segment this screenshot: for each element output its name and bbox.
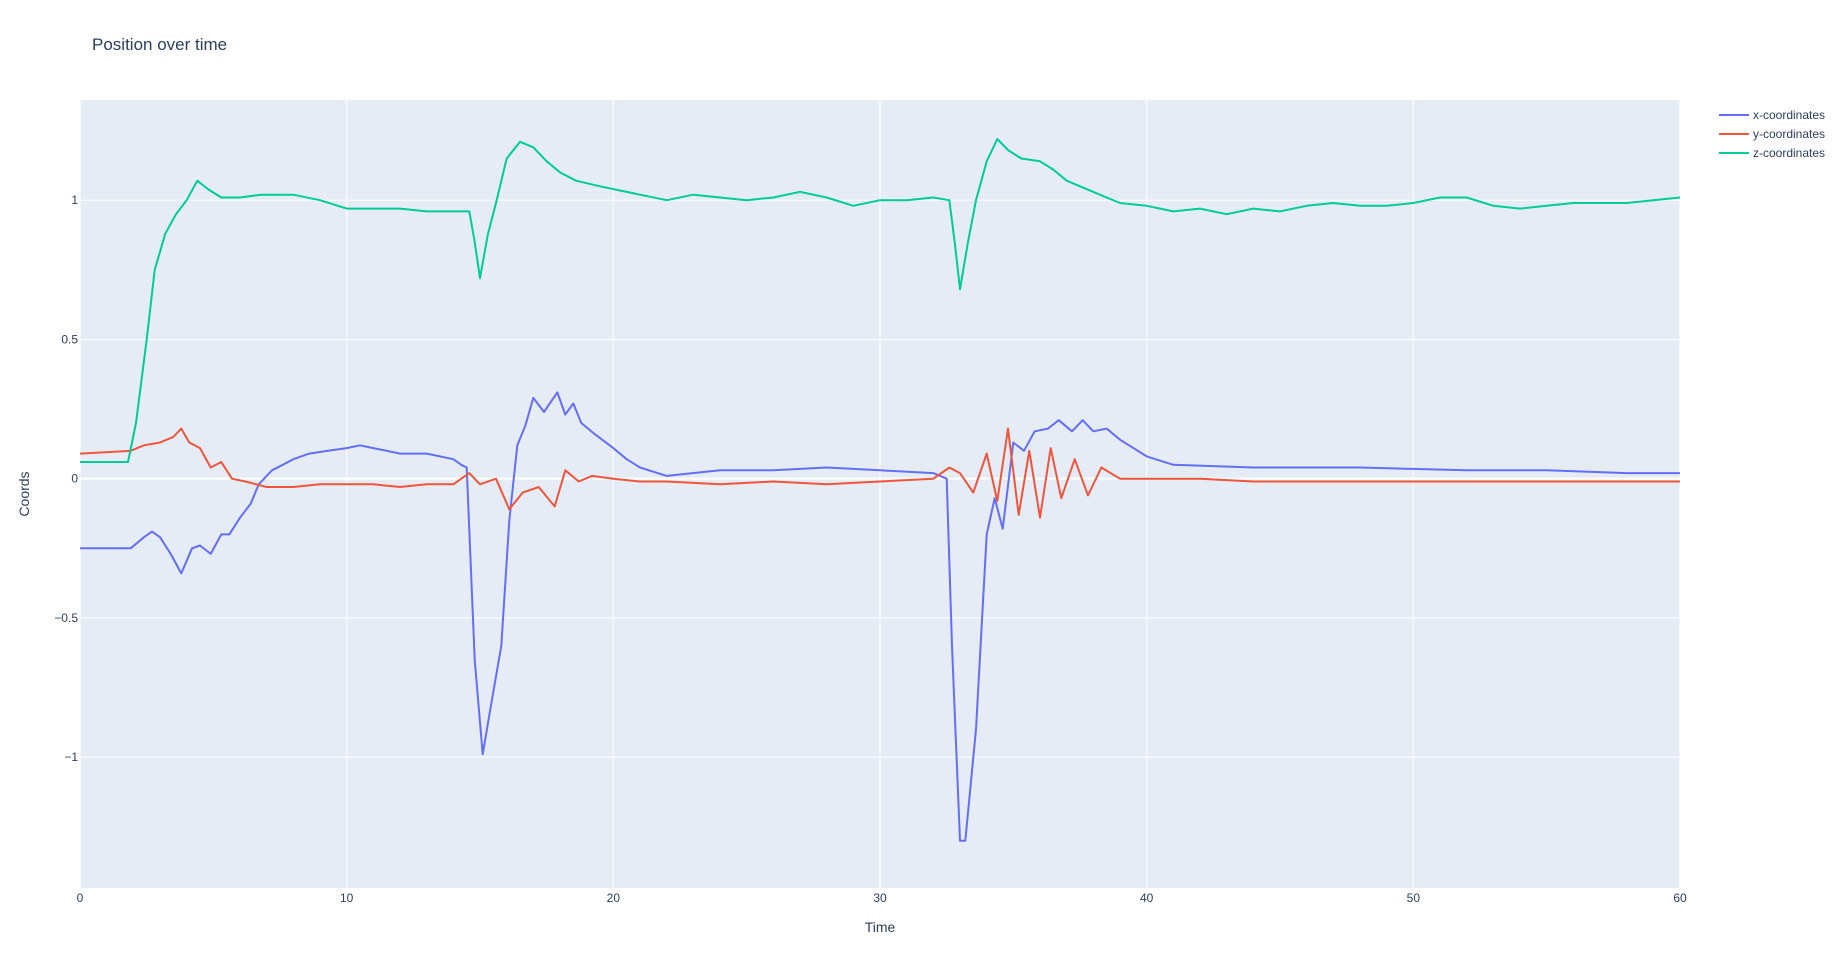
legend-item-z-coordinates[interactable]: z-coordinates	[1719, 146, 1825, 160]
y-tick-label: −0.5	[54, 611, 78, 625]
x-tick-label: 60	[1673, 891, 1687, 905]
x-axis-title: Time	[865, 919, 896, 935]
y-tick-label: 1	[71, 193, 78, 207]
legend-item-y-coordinates[interactable]: y-coordinates	[1719, 127, 1825, 141]
gridlines	[79, 100, 1681, 888]
y-tick-label: 0.5	[61, 332, 78, 346]
legend-label: z-coordinates	[1753, 146, 1825, 160]
y-axis-title: Coords	[16, 471, 32, 516]
legend-item-x-coordinates[interactable]: x-coordinates	[1719, 108, 1825, 122]
x-tick-label: 0	[77, 891, 84, 905]
legend-label: x-coordinates	[1753, 108, 1825, 122]
x-tick-label: 20	[607, 891, 621, 905]
chart-title: Position over time	[92, 35, 227, 54]
legend[interactable]: x-coordinates y-coordinates z-coordinates	[1719, 108, 1825, 160]
tick-labels: 0 10 20 30 40 50 60 −1 −0.5 0 0.5 1	[54, 193, 1687, 905]
x-tick-label: 10	[340, 891, 354, 905]
y-coordinates-line	[79, 427, 1680, 519]
x-tick-label: 50	[1407, 891, 1421, 905]
y-tick-label: 0	[71, 472, 78, 486]
x-tick-label: 30	[873, 891, 887, 905]
y-tick-label: −1	[64, 750, 78, 764]
x-tick-label: 40	[1140, 891, 1154, 905]
x-coordinates-line	[80, 391, 1680, 842]
z-coordinates-line	[80, 138, 1681, 463]
legend-label: y-coordinates	[1753, 127, 1825, 141]
series-lines	[79, 138, 1681, 842]
